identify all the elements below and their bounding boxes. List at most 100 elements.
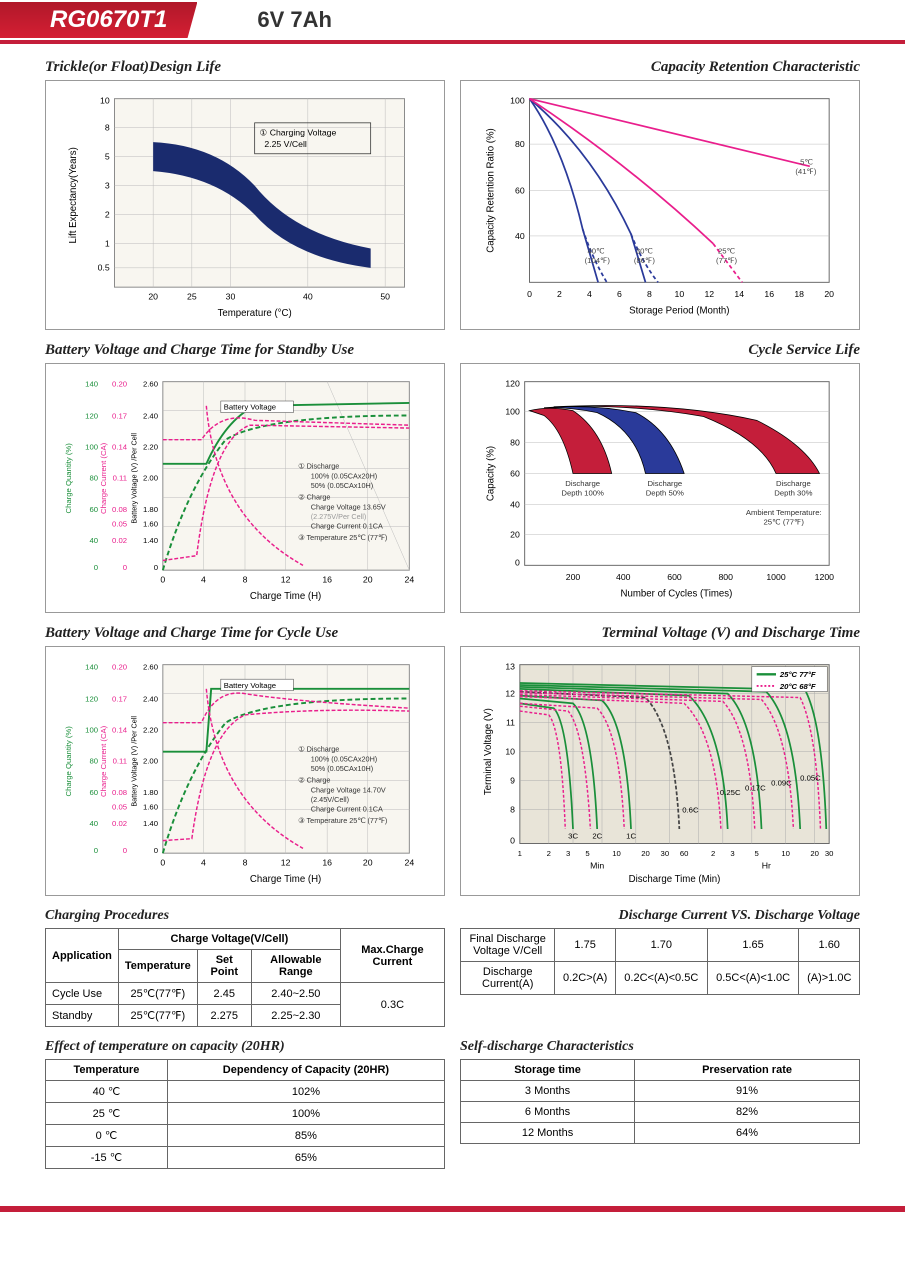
svg-text:0: 0	[515, 557, 520, 567]
svg-text:Charge Time (H): Charge Time (H)	[250, 874, 321, 885]
svg-text:Battery Voltage: Battery Voltage	[224, 681, 276, 690]
svg-text:0: 0	[510, 836, 515, 846]
chart1: ① Charging Voltage 2.25 V/Cell 10853210.…	[45, 80, 445, 330]
svg-text:25℃ (77℉): 25℃ (77℉)	[763, 518, 804, 527]
svg-text:8: 8	[105, 123, 110, 133]
svg-text:Depth 100%: Depth 100%	[561, 489, 604, 498]
svg-text:2: 2	[557, 289, 562, 299]
chart4: DischargeDepth 100%DischargeDepth 50%Dis…	[460, 363, 860, 613]
svg-text:(2.45V/Cell): (2.45V/Cell)	[311, 795, 349, 804]
svg-text:Charge Quantity (%): Charge Quantity (%)	[64, 443, 73, 514]
svg-text:0: 0	[160, 575, 165, 585]
svg-text:25℃: 25℃	[718, 246, 736, 255]
svg-text:5℃: 5℃	[800, 157, 813, 166]
svg-text:② Charge: ② Charge	[298, 776, 330, 785]
svg-text:5: 5	[105, 152, 110, 162]
svg-text:Charge Quantity (%): Charge Quantity (%)	[64, 726, 73, 797]
svg-text:140: 140	[85, 380, 98, 389]
svg-text:40℃: 40℃	[588, 246, 606, 255]
chart3-title: Battery Voltage and Charge Time for Stan…	[45, 342, 445, 359]
svg-text:0.14: 0.14	[112, 442, 128, 451]
svg-text:Battery Voltage (V) /Per Cell: Battery Voltage (V) /Per Cell	[130, 433, 139, 524]
svg-text:Number of Cycles (Times): Number of Cycles (Times)	[621, 588, 733, 599]
svg-text:14: 14	[734, 289, 744, 299]
svg-text:60: 60	[680, 849, 689, 858]
svg-text:100% (0.05CAx20H): 100% (0.05CAx20H)	[311, 754, 377, 763]
svg-text:(77℉): (77℉)	[716, 256, 738, 265]
chart3: Battery Voltage ① Discharge100% (0.05CAx…	[45, 363, 445, 613]
svg-text:3: 3	[105, 181, 110, 191]
svg-text:3: 3	[566, 849, 570, 858]
chart4-title: Cycle Service Life	[460, 342, 860, 359]
svg-text:0.17: 0.17	[112, 411, 127, 420]
svg-text:2: 2	[547, 849, 551, 858]
svg-text:② Charge: ② Charge	[298, 493, 330, 502]
svg-text:0: 0	[94, 563, 98, 572]
svg-text:20: 20	[363, 575, 373, 585]
svg-text:Storage Period (Month): Storage Period (Month)	[629, 305, 729, 316]
svg-text:20: 20	[148, 292, 158, 302]
svg-text:8: 8	[510, 805, 515, 815]
svg-text:600: 600	[667, 572, 682, 582]
svg-text:100% (0.05CAx20H): 100% (0.05CAx20H)	[311, 471, 377, 480]
svg-text:24: 24	[404, 575, 414, 585]
svg-text:40: 40	[89, 536, 98, 545]
svg-text:30: 30	[661, 849, 670, 858]
svg-text:3C: 3C	[568, 832, 578, 841]
spec-label: 6V 7Ah	[257, 7, 332, 33]
svg-text:1.60: 1.60	[143, 520, 158, 529]
svg-text:1.60: 1.60	[143, 803, 158, 812]
svg-text:2C: 2C	[592, 832, 602, 841]
svg-text:100: 100	[505, 407, 520, 417]
svg-text:Hr: Hr	[762, 861, 771, 871]
svg-text:2: 2	[711, 849, 715, 858]
svg-text:Capacity Retention Ratio (%): Capacity Retention Ratio (%)	[486, 128, 497, 253]
svg-text:③ Temperature 25℃ (77℉): ③ Temperature 25℃ (77℉)	[298, 533, 387, 542]
svg-text:30℃: 30℃	[636, 246, 654, 255]
svg-text:0.05: 0.05	[112, 803, 127, 812]
svg-text:20: 20	[810, 849, 819, 858]
svg-text:12: 12	[505, 689, 515, 699]
svg-text:50% (0.05CAx10H): 50% (0.05CAx10H)	[311, 764, 373, 773]
chart6: 25°C 77°F 20°C 68°F 3C2C1C0.6C0.25C0.17C…	[460, 646, 860, 896]
svg-text:1: 1	[105, 239, 110, 249]
svg-text:0.20: 0.20	[112, 380, 127, 389]
discharge-current-table: Final Discharge Voltage V/Cell1.751.701.…	[460, 928, 860, 995]
svg-text:5: 5	[755, 849, 759, 858]
table1-title: Charging Procedures	[45, 908, 445, 924]
svg-text:2.60: 2.60	[143, 663, 158, 672]
svg-text:2.40: 2.40	[143, 694, 158, 703]
svg-text:13: 13	[505, 662, 515, 672]
svg-text:9: 9	[510, 776, 515, 786]
svg-text:Discharge: Discharge	[565, 479, 600, 488]
svg-text:3: 3	[730, 849, 734, 858]
svg-text:12: 12	[281, 858, 291, 868]
svg-text:10: 10	[100, 96, 110, 106]
svg-text:0: 0	[94, 846, 98, 855]
svg-text:25°C 77°F: 25°C 77°F	[779, 670, 816, 679]
chart1-title: Trickle(or Float)Design Life	[45, 59, 445, 76]
svg-text:60: 60	[89, 505, 98, 514]
svg-text:Capacity (%): Capacity (%)	[486, 446, 497, 501]
svg-text:Temperature (°C): Temperature (°C)	[218, 308, 292, 319]
svg-text:400: 400	[616, 572, 631, 582]
svg-text:20°C 68°F: 20°C 68°F	[779, 682, 816, 691]
svg-text:20: 20	[641, 849, 650, 858]
svg-text:800: 800	[718, 572, 733, 582]
svg-text:2.20: 2.20	[143, 725, 158, 734]
svg-text:① Charging Voltage: ① Charging Voltage	[260, 127, 337, 137]
svg-text:12: 12	[281, 575, 291, 585]
svg-text:30: 30	[825, 849, 834, 858]
svg-text:1.80: 1.80	[143, 788, 158, 797]
svg-text:50: 50	[380, 292, 390, 302]
svg-text:18: 18	[794, 289, 804, 299]
svg-text:20: 20	[510, 529, 520, 539]
svg-text:11: 11	[506, 718, 515, 728]
svg-text:8: 8	[243, 575, 248, 585]
svg-text:120: 120	[85, 694, 98, 703]
svg-text:Discharge: Discharge	[647, 479, 682, 488]
svg-text:0.14: 0.14	[112, 725, 128, 734]
svg-text:4: 4	[201, 575, 206, 585]
svg-text:8: 8	[243, 858, 248, 868]
svg-text:0.05: 0.05	[112, 520, 127, 529]
